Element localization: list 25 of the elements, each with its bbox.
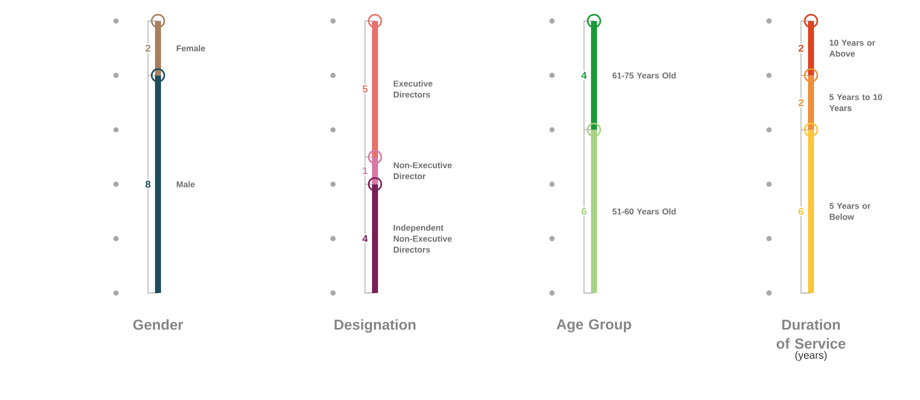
series-label: 51-60 Years Old bbox=[612, 208, 676, 215]
text: Gender bbox=[133, 319, 184, 330]
series-label: Female bbox=[176, 45, 206, 52]
text: Designation bbox=[334, 319, 416, 333]
text: Age Group bbox=[556, 319, 632, 332]
series-label: 5 Years to 10 Years bbox=[829, 94, 882, 112]
data-label: 8 bbox=[146, 180, 150, 188]
series-label: 61-75 Years Old bbox=[612, 72, 676, 78]
data-label: 4 bbox=[581, 72, 587, 79]
data-label: 2 bbox=[798, 44, 804, 52]
series-label: 10 Years or Above bbox=[829, 40, 876, 57]
series-label: Independent Non-Executive Directors bbox=[394, 224, 452, 253]
data-label: 4 bbox=[362, 235, 368, 242]
series-label: 5 Years or Below bbox=[829, 202, 871, 220]
data-label: 5 bbox=[362, 86, 368, 92]
text: Duration of Service bbox=[776, 319, 846, 349]
series-label: Executive Directors bbox=[394, 80, 432, 98]
series-label: Male bbox=[176, 181, 195, 188]
series-label: Non-Executive Director bbox=[394, 162, 452, 180]
data-label: 2 bbox=[798, 99, 804, 106]
data-label: 2 bbox=[146, 44, 150, 52]
data-label: 1 bbox=[362, 167, 368, 174]
text: (years) bbox=[795, 351, 827, 361]
data-label: 6 bbox=[798, 208, 804, 215]
data-label: 6 bbox=[582, 208, 586, 215]
